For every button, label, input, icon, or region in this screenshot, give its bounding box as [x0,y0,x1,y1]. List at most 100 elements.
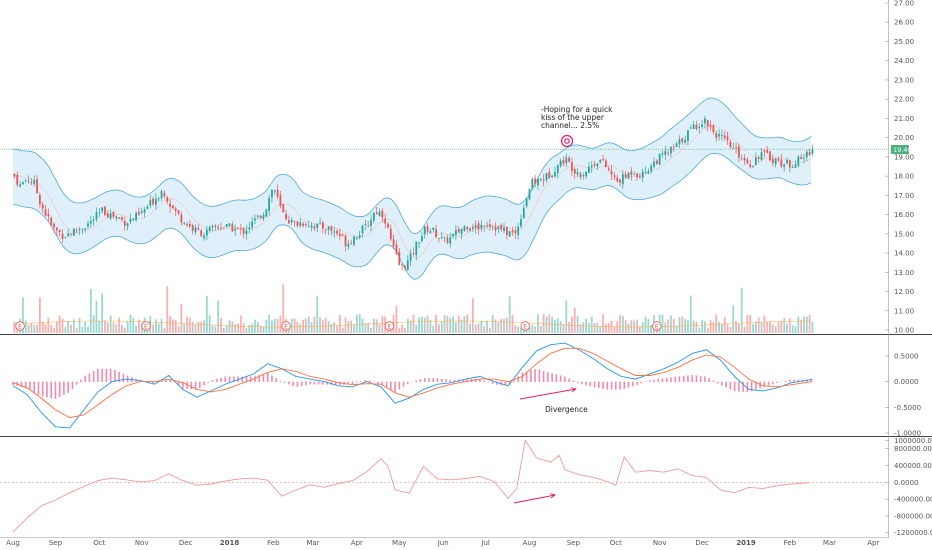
candle-body [704,118,706,124]
earnings-marker-label: E [523,324,527,331]
earnings-marker-icon [520,321,530,331]
macd-line [12,342,813,429]
volume-bar [469,323,471,333]
candle-body [191,225,194,231]
macd-histogram-bar [682,375,685,382]
volume-bar [528,327,531,333]
macd-histogram-bar [88,373,91,382]
candle-body [75,230,78,232]
volume-bar [788,318,791,333]
x-axis-label: Mar [306,539,319,547]
volume-bar [355,314,358,333]
volume-bar [78,317,81,333]
candle-body [406,260,409,271]
volume-bar [520,327,522,333]
volume-bar [22,297,24,333]
volume-bar [483,326,486,333]
candle-body [452,234,454,237]
volume-bar [302,319,304,333]
candle-body [432,227,435,230]
x-axis-label: Mar [823,539,836,547]
candle-body [466,226,469,230]
candle-body [313,226,316,229]
candle-body [624,174,627,178]
macd-histogram-bar [619,381,621,390]
candle-body [520,219,522,227]
macd-histogram-bar [390,381,392,390]
volume-bar [805,316,808,333]
volume-bar [460,319,463,333]
macd-histogram-bar [445,379,447,382]
candle-body [163,192,166,196]
price-tick-label: 19.00 [894,153,914,161]
volume-bar [636,319,638,333]
volume-bar [166,286,169,333]
price-tick-label: 23.00 [894,76,914,84]
earnings-marker-label: E [655,324,659,331]
x-axis-label: Apr [867,539,879,547]
macd-histogram-bar [593,381,596,388]
volume-bar [30,323,33,333]
candle-body [81,228,84,230]
volume-bar [72,319,75,333]
candle-body [604,160,607,168]
candle-body [169,203,171,207]
volume-bar [104,320,106,333]
volume-bar [672,318,675,333]
macd-histogram-bar [275,378,277,382]
macd-histogram-bar [41,381,44,397]
candle-body [721,135,723,136]
macd-histogram-bar [381,381,384,386]
price-tag: 19.40 [891,145,912,154]
volume-bar [217,300,220,333]
macd-divergence-arrow [519,388,577,400]
macd-histogram-bar [24,381,27,389]
candle-body [41,204,44,209]
oscillator-pane[interactable] [0,439,888,533]
x-axis-label: Jul [480,539,490,547]
macd-histogram-bar [394,381,396,393]
candle-body [245,230,248,235]
candle-body [752,166,754,168]
candle-body [531,179,534,189]
volume-bar [361,318,364,333]
volume-bar [234,323,237,333]
macd-histogram-bar [627,381,630,388]
macd-histogram-bar [215,378,218,382]
candle-body [177,210,180,214]
candle-body [641,171,644,178]
candle-body [633,174,636,176]
volume-bar [497,322,500,333]
x-axis-label: Feb [267,539,280,547]
candle-body [19,184,21,187]
volume-bar [551,317,554,333]
volume-bar [418,317,421,333]
macd-histogram-bar [80,379,82,382]
candle-body [568,157,570,162]
candle-body [763,150,766,152]
candle-body [590,165,593,168]
volume-bar [531,324,534,333]
macd-histogram-bar [534,369,536,382]
candle-body [565,157,568,164]
volume-bar [735,320,737,333]
macd-pane[interactable] [12,342,813,429]
candle-body [205,229,208,236]
macd-histogram-bar [423,378,426,382]
x-axis-label: Sep [567,539,581,547]
volume-bar [282,284,285,333]
macd-histogram-bar [377,381,379,384]
volume-bar [463,316,466,333]
volume-bar [590,316,593,333]
macd-histogram-bar [483,380,485,382]
macd-histogram-bar [784,380,787,382]
candle-body [135,212,138,221]
volume-bar [721,323,723,333]
macd-histogram-bar [576,381,579,383]
earnings-marker-icon [384,321,395,331]
macd-histogram-bar [504,381,507,386]
candle-body [327,226,330,231]
volume-bar [55,321,58,333]
